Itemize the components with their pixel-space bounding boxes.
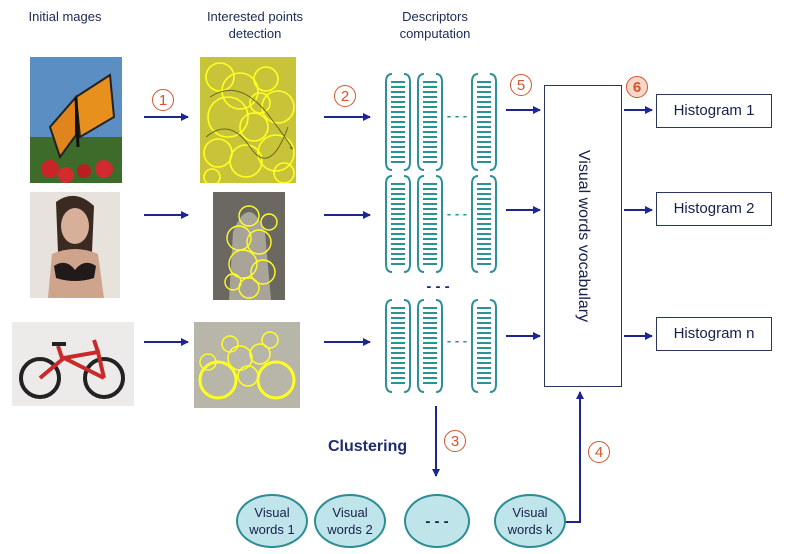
descriptor-dashes-row2: - - -: [446, 206, 468, 221]
header-initial-images: Initial mages: [28, 9, 102, 24]
visual-words-k: Visual words k: [494, 494, 566, 548]
arrow-visual-words-to-vocab: [564, 391, 584, 523]
descriptor-vector-r3-c2: [417, 299, 443, 393]
step-3-marker: 3: [444, 430, 466, 452]
histogram-n: Histogram n: [656, 317, 772, 351]
descriptor-dashes-row3: - - -: [446, 333, 468, 348]
vocabulary-label: Visual words vocabulary: [575, 149, 592, 323]
descriptor-vector-r3-c3: [471, 299, 497, 393]
clustering-label: Clustering: [328, 438, 408, 455]
step-5-marker: 5: [510, 74, 532, 96]
descriptor-vector-r2-c3: [471, 175, 497, 273]
woman-image: [30, 192, 120, 298]
histogram-1: Histogram 1: [656, 94, 772, 128]
descriptor-vector-r2-c1: [385, 175, 411, 273]
woman-keypoints-image: [213, 192, 285, 300]
descriptor-vector-r1-c2: [417, 73, 443, 171]
step-2-marker: 2: [334, 85, 356, 107]
visual-words-vocabulary-box: Visual words vocabulary: [544, 85, 622, 387]
header-descriptors: Descriptors computation: [399, 9, 471, 41]
butterfly-image: [30, 57, 122, 183]
descriptor-dashes-row1: - - -: [446, 108, 468, 123]
descriptor-vector-r3-c1: [385, 299, 411, 393]
step-4-marker: 4: [588, 441, 610, 463]
butterfly-keypoints-image: [200, 57, 296, 183]
visual-words-2: Visual words 2: [314, 494, 386, 548]
bicycle-image: [12, 322, 134, 406]
descriptor-vector-r1-c3: [471, 73, 497, 171]
step-6-marker: 6: [626, 76, 648, 98]
step-1-marker: 1: [152, 89, 174, 111]
descriptor-dashes-vertical: - - -: [426, 278, 450, 295]
bicycle-keypoints-image: [194, 322, 300, 408]
visual-words-ellipsis: - - -: [404, 494, 470, 548]
descriptor-vector-r2-c2: [417, 175, 443, 273]
visual-words-1: Visual words 1: [236, 494, 308, 548]
header-interest-points: Interested points detection: [206, 9, 304, 41]
histogram-2: Histogram 2: [656, 192, 772, 226]
descriptor-vector-r1-c1: [385, 73, 411, 171]
